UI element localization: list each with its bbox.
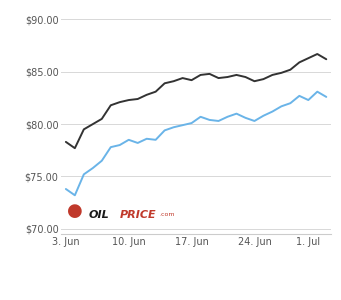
Text: ●: ●: [67, 202, 83, 220]
Text: .com: .com: [160, 212, 175, 217]
Text: OIL: OIL: [88, 211, 109, 220]
Legend: WTI Crude, Brent Crude: WTI Crude, Brent Crude: [99, 296, 293, 300]
Text: PRICE: PRICE: [119, 211, 156, 220]
